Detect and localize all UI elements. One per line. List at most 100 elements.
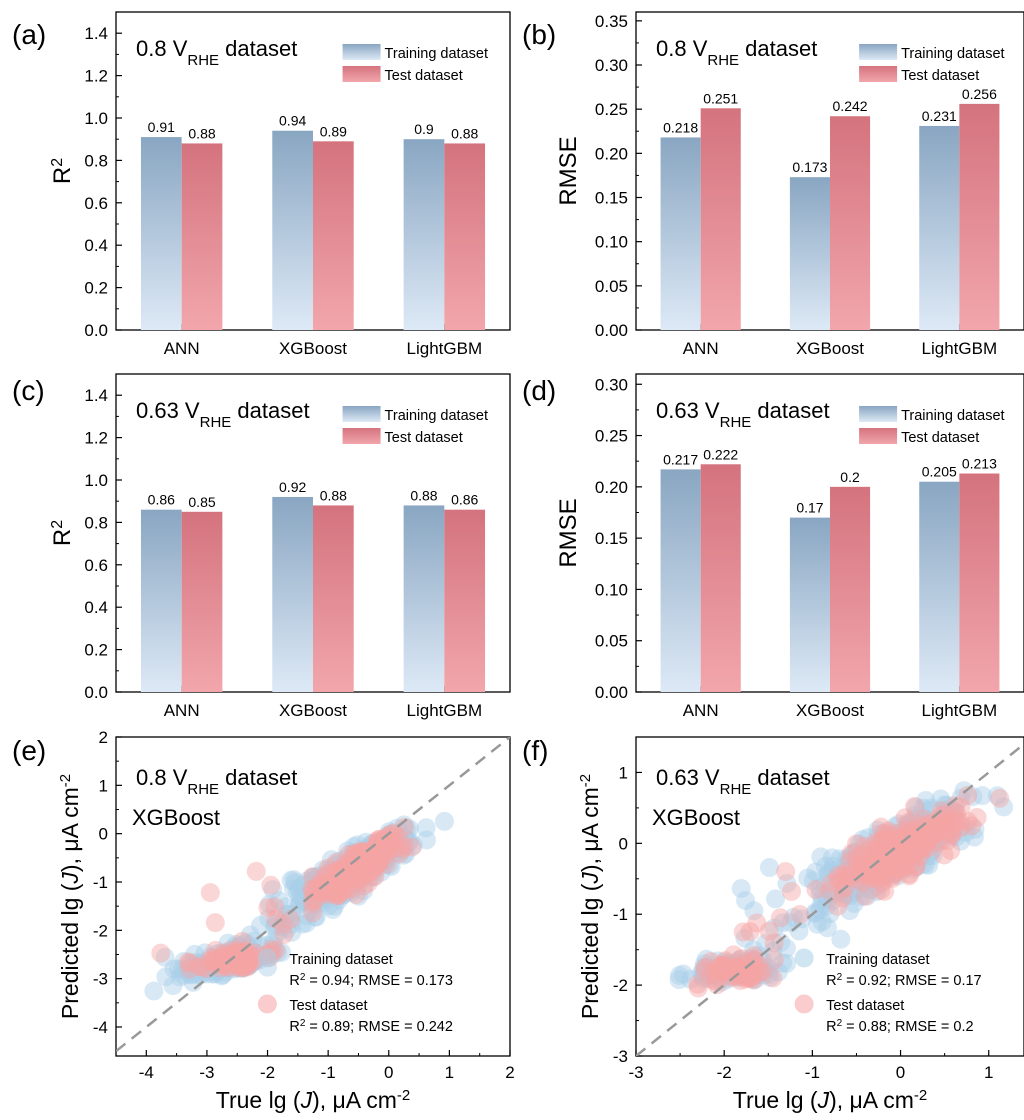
point-test xyxy=(350,864,370,884)
point-test xyxy=(871,862,891,882)
point-training xyxy=(937,811,957,831)
bar-test xyxy=(313,141,354,330)
point-training xyxy=(911,813,931,833)
panel-letter: (a) xyxy=(12,19,46,50)
point-training xyxy=(710,964,730,984)
point-test xyxy=(326,863,346,883)
point-training xyxy=(328,860,348,880)
point-training xyxy=(200,947,220,967)
point-training xyxy=(357,853,377,873)
legend-marker xyxy=(257,994,277,1014)
point-training xyxy=(732,955,752,975)
point-test xyxy=(906,833,926,853)
legend-stat: R2 = 0.92; RMSE = 0.17 xyxy=(826,972,982,990)
point-test xyxy=(227,950,247,970)
point-training xyxy=(716,959,736,979)
point-training xyxy=(338,872,358,892)
point-training xyxy=(823,861,843,881)
legend-swatch xyxy=(859,428,898,444)
point-test xyxy=(909,815,929,835)
point-test xyxy=(368,847,388,867)
point-training xyxy=(709,962,729,982)
point-test xyxy=(900,845,920,865)
point-test xyxy=(345,856,365,876)
point-training xyxy=(698,958,718,978)
point-training xyxy=(942,826,962,846)
point-training xyxy=(375,849,395,869)
point-test xyxy=(695,957,715,977)
point-training xyxy=(208,952,228,972)
point-test xyxy=(716,951,736,971)
point-test xyxy=(870,863,890,883)
point-test xyxy=(875,881,895,901)
point-training xyxy=(919,855,939,875)
point-training xyxy=(852,875,872,895)
point-training xyxy=(197,964,217,984)
point-training xyxy=(906,797,926,817)
point-test xyxy=(712,956,732,976)
point-test xyxy=(360,856,380,876)
point-training xyxy=(879,861,899,881)
bar-data-label: 0.218 xyxy=(663,119,698,135)
point-test xyxy=(234,948,254,968)
point-training xyxy=(321,850,341,870)
point-training xyxy=(284,870,304,890)
legend-stat: R2 = 0.89; RMSE = 0.242 xyxy=(289,1018,453,1036)
point-test xyxy=(859,869,879,889)
point-training xyxy=(330,877,350,897)
point-test xyxy=(915,833,935,853)
point-test xyxy=(344,867,364,887)
point-training xyxy=(858,853,878,873)
point-training xyxy=(944,803,964,823)
point-training xyxy=(885,849,905,869)
bar-data-label: 0.213 xyxy=(962,456,997,472)
point-training xyxy=(863,851,883,871)
point-training xyxy=(887,851,907,871)
point-training xyxy=(724,962,744,982)
point-test xyxy=(875,852,895,872)
scatter-points xyxy=(116,737,510,1053)
point-training xyxy=(872,833,892,853)
point-test xyxy=(711,961,731,981)
point-training xyxy=(344,837,364,857)
x-tick-label: -2 xyxy=(260,1063,275,1082)
point-training xyxy=(303,867,323,887)
point-test xyxy=(238,953,258,973)
point-training xyxy=(373,851,393,871)
point-training xyxy=(837,856,857,876)
point-training xyxy=(845,842,865,862)
point-training xyxy=(879,827,899,847)
point-training xyxy=(203,953,223,973)
point-training xyxy=(376,841,396,861)
point-test xyxy=(705,971,725,991)
point-test xyxy=(375,839,395,859)
point-test xyxy=(733,967,753,987)
point-training xyxy=(350,843,370,863)
point-training xyxy=(894,848,914,868)
point-training xyxy=(310,882,330,902)
point-training xyxy=(285,873,305,893)
point-training xyxy=(238,940,258,960)
point-training xyxy=(344,861,364,881)
point-training xyxy=(900,856,920,876)
point-training xyxy=(364,866,384,886)
point-test xyxy=(701,964,721,984)
point-training xyxy=(194,962,214,982)
point-test xyxy=(931,806,951,826)
point-test xyxy=(945,795,965,815)
point-test xyxy=(233,943,253,963)
legend-swatch xyxy=(859,66,898,82)
point-training xyxy=(331,886,351,906)
point-training xyxy=(287,882,307,902)
point-test xyxy=(707,975,727,995)
point-training xyxy=(863,843,883,863)
point-training xyxy=(144,981,164,1001)
x-tick-label: 0 xyxy=(384,1063,393,1082)
point-training xyxy=(340,867,360,887)
point-test xyxy=(829,865,849,885)
point-training xyxy=(322,880,342,900)
point-training xyxy=(334,862,354,882)
point-training xyxy=(174,965,194,985)
point-training xyxy=(230,946,250,966)
point-training xyxy=(860,862,880,882)
